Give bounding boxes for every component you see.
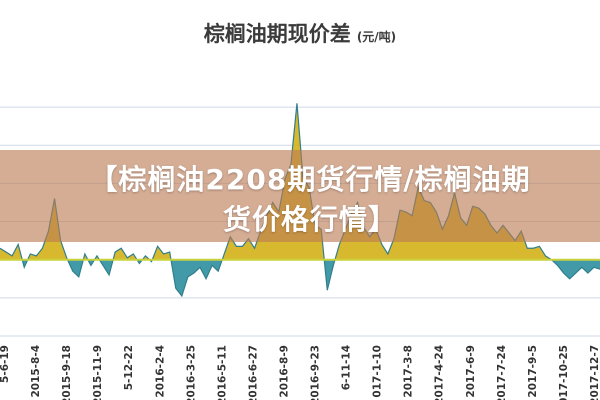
x-tick-label: 2017-3-8 xyxy=(403,345,415,398)
x-tick-label: 2017-12-7 xyxy=(589,345,600,400)
chart-title-text: 棕榈油期现价差 xyxy=(203,22,351,46)
x-tick-label: 2017-6-9 xyxy=(465,345,477,398)
x-tick-label: 2016-3-25 xyxy=(185,345,197,400)
x-tick-label: 2017-9-5 xyxy=(527,345,539,398)
overlay-banner xyxy=(0,150,600,242)
x-tick-label: 2016-8-9 xyxy=(278,345,290,398)
x-tick-label: 2015-8-4 xyxy=(30,345,42,398)
x-tick-label: 2017-10-25 xyxy=(558,345,570,400)
x-axis-tick-labels: 5-6-19 2015-8-4 2015-9-18 2015-11-9 5-12-22 2… xyxy=(0,345,600,400)
x-tick-label: 2017-4-24 xyxy=(434,345,446,400)
x-tick-label: 2016-5-11 xyxy=(216,345,228,400)
chart-title: 棕榈油期现价差 (元/吨) xyxy=(0,18,600,48)
x-tick-label: 2015-9-18 xyxy=(61,345,73,400)
overlay-banner-text: 【棕榈油2208期货行情/棕榈油期 货价格行情】 xyxy=(60,160,560,240)
spread-area-negative xyxy=(22,259,600,296)
x-tick-label: 5-12-22 xyxy=(123,345,135,390)
x-tick-label: 017-1-10 xyxy=(372,345,384,398)
x-tick-label: 6-11-14 xyxy=(341,345,353,390)
x-tick-label: 2016-9-23 xyxy=(310,345,322,400)
overlay-banner-line-1: 【棕榈油2208期货行情/棕榈油期 xyxy=(89,163,531,196)
chart-unit-label: (元/吨) xyxy=(356,30,397,44)
x-tick-label: 2015-11-9 xyxy=(92,345,104,400)
x-tick-label: 2016-6-27 xyxy=(247,345,259,400)
x-tick-label: 2017-7-24 xyxy=(496,345,508,400)
overlay-banner-line-2: 货价格行情】 xyxy=(222,203,397,236)
x-tick-label: 5-6-19 xyxy=(0,345,11,383)
x-tick-label: 2016-2-4 xyxy=(154,345,166,398)
